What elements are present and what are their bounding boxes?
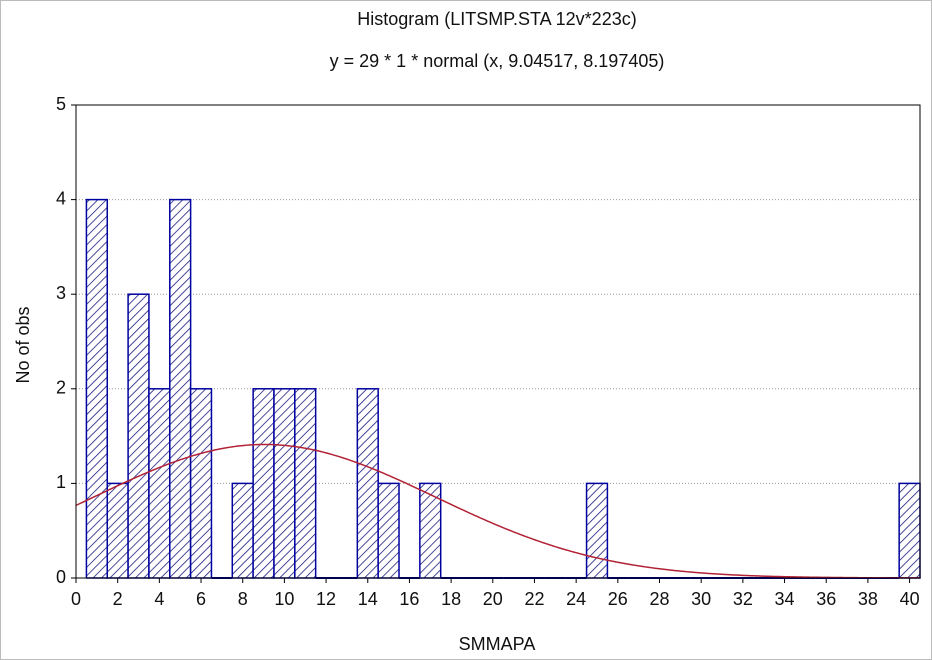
bar <box>148 388 171 579</box>
x-tick-label: 22 <box>524 589 544 609</box>
y-tick-label: 5 <box>56 94 66 114</box>
x-tick-label: 34 <box>775 589 795 609</box>
bar <box>189 388 213 579</box>
normal-curve <box>75 443 921 579</box>
bar <box>273 388 296 579</box>
y-axis-label: No of obs <box>13 306 33 383</box>
x-tick-label: 6 <box>196 589 206 609</box>
x-axis-label: SMMAPA <box>459 634 536 654</box>
bar <box>85 198 109 579</box>
x-tick-label: 10 <box>274 589 294 609</box>
bar <box>252 388 275 579</box>
x-tick-label: 36 <box>816 589 836 609</box>
x-tick-label: 4 <box>154 589 164 609</box>
chart-title: Histogram (LITSMP.STA 12v*223c) <box>357 9 636 29</box>
x-tick-label: 24 <box>566 589 586 609</box>
bar <box>106 482 129 579</box>
y-tick-label: 1 <box>56 472 66 492</box>
bar <box>231 482 254 579</box>
bar <box>898 482 921 579</box>
x-tick-label: 38 <box>858 589 878 609</box>
bar <box>356 388 379 579</box>
bar <box>377 482 400 579</box>
x-tick-label: 26 <box>608 589 628 609</box>
bar <box>294 388 317 579</box>
x-tick-label: 32 <box>733 589 753 609</box>
x-tick-label: 30 <box>691 589 711 609</box>
x-tick-label: 8 <box>238 589 248 609</box>
x-tick-label: 2 <box>113 589 123 609</box>
x-tick-label: 14 <box>358 589 378 609</box>
y-tick-label: 4 <box>56 188 66 208</box>
x-tick-label: 40 <box>900 589 920 609</box>
x-tick-label: 20 <box>483 589 503 609</box>
y-tick-label: 3 <box>56 283 66 303</box>
bar <box>169 198 192 579</box>
bar <box>127 293 150 579</box>
chart-subtitle: y = 29 * 1 * normal (x, 9.04517, 8.19740… <box>330 51 665 71</box>
x-tick-label: 0 <box>71 589 81 609</box>
bar <box>585 482 609 579</box>
x-tick-label: 18 <box>441 589 461 609</box>
y-tick-label: 2 <box>56 378 66 398</box>
y-tick-label: 0 <box>56 567 66 587</box>
x-tick-label: 16 <box>399 589 419 609</box>
x-tick-label: 28 <box>649 589 669 609</box>
plot-frame <box>75 104 921 579</box>
x-tick-label: 12 <box>316 589 336 609</box>
